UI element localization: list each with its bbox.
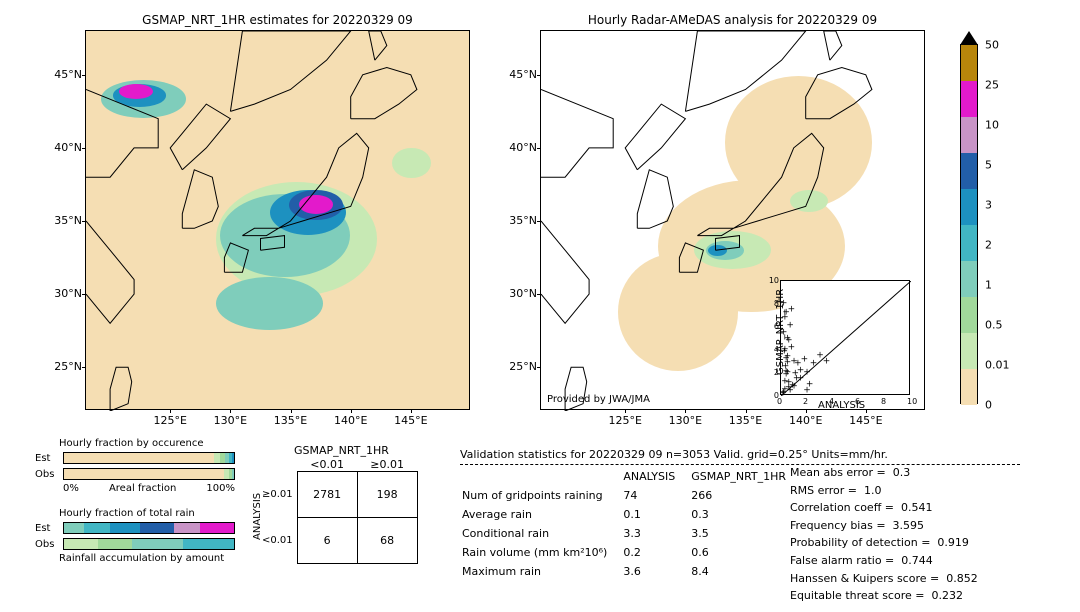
scatter-point: +	[806, 380, 814, 389]
val-stat-row: Correlation coeff = 0.541	[790, 499, 978, 517]
xtick: 140°E	[789, 414, 822, 427]
val-row-label: Conditional rain	[462, 525, 621, 542]
est-label: Est	[35, 453, 63, 464]
precipitation-colorbar: 00.010.51235102550	[960, 44, 978, 404]
contingency-col-header: GSMAP_NRT_1HR	[294, 444, 389, 457]
scatter-point: +	[801, 356, 809, 365]
scatter-ytick: 0	[767, 391, 779, 400]
scatter-point: +	[803, 369, 811, 378]
ytick: 45°N	[507, 68, 537, 81]
occ-axis-left: 0%	[63, 483, 79, 494]
colorbar-tick: 25	[985, 79, 999, 92]
colorbar-tick: 0	[985, 399, 992, 412]
val-row-label: Average rain	[462, 506, 621, 523]
xtick: 125°E	[153, 414, 186, 427]
val-row-label: Rain volume (mm km²10⁶)	[462, 544, 621, 561]
val-stat-row: Probability of detection = 0.919	[790, 534, 978, 552]
xtick: 140°E	[334, 414, 367, 427]
xtick: 145°E	[849, 414, 882, 427]
val-stat-row: Frequency bias = 3.595	[790, 517, 978, 535]
colorbar-tick: 1	[985, 279, 992, 292]
gsmap-map-panel: GSMAP_NRT_1HR estimates for 20220329 09 …	[85, 30, 470, 410]
obs-label-2: Obs	[35, 539, 63, 550]
occurrence-title: Hourly fraction by occurence	[59, 438, 259, 449]
colorbar-tick: 2	[985, 239, 992, 252]
scatter-point: +	[788, 343, 796, 352]
obs-label: Obs	[35, 469, 63, 480]
colorbar-tick: 0.01	[985, 359, 1010, 372]
validation-stats-list: Mean abs error = 0.3RMS error = 1.0Corre…	[790, 464, 978, 605]
xtick: 145°E	[394, 414, 427, 427]
scatter-xlabel: ANALYSIS	[818, 400, 865, 411]
ytick: 25°N	[52, 360, 82, 373]
scatter-ytick: 10	[767, 276, 779, 285]
ytick: 25°N	[507, 360, 537, 373]
fraction-occurrence-block: Hourly fraction by occurence Est Obs 0%A…	[35, 440, 235, 494]
scatter-point: +	[823, 357, 831, 366]
val-stat-row: Equitable threat score = 0.232	[790, 587, 978, 605]
scatter-xtick: 10	[907, 397, 917, 406]
colorbar-tick: 5	[985, 159, 992, 172]
ytick: 30°N	[507, 287, 537, 300]
val-stat-row: Mean abs error = 0.3	[790, 464, 978, 482]
scatter-point: +	[786, 321, 794, 330]
ytick: 40°N	[507, 141, 537, 154]
colorbar-over-arrow-icon	[960, 31, 978, 45]
val-stat-row: Hanssen & Kuipers score = 0.852	[790, 570, 978, 588]
ytick: 45°N	[52, 68, 82, 81]
xtick: 135°E	[729, 414, 762, 427]
colorbar-tick: 3	[985, 199, 992, 212]
xtick: 125°E	[608, 414, 641, 427]
ytick: 30°N	[52, 287, 82, 300]
provided-by-label: Provided by JWA/JMA	[547, 394, 650, 405]
gsmap-map-title: GSMAP_NRT_1HR estimates for 20220329 09	[86, 13, 469, 27]
xtick: 130°E	[669, 414, 702, 427]
est-label-2: Est	[35, 523, 63, 534]
validation-table: ANALYSISGSMAP_NRT_1HRNum of gridpoints r…	[460, 466, 802, 582]
xtick: 135°E	[274, 414, 307, 427]
ytick: 35°N	[507, 214, 537, 227]
ytick: 35°N	[52, 214, 82, 227]
colorbar-tick: 0.5	[985, 319, 1003, 332]
accum-title: Rainfall accumulation by amount	[59, 553, 259, 564]
validation-title: Validation statistics for 20220329 09 n=…	[460, 448, 888, 461]
total-title: Hourly fraction of total rain	[59, 508, 259, 519]
scatter-xtick: 8	[881, 397, 886, 406]
scatter-inset-panel: ++++++++++++++++++++++++++++++++++++++++…	[780, 280, 910, 395]
val-row-label: Num of gridpoints raining	[462, 487, 621, 504]
total-obs-bar	[63, 538, 235, 550]
fraction-total-block: Hourly fraction of total rain Est Obs Ra…	[35, 510, 235, 564]
contingency-table: <0.01≥0.01≥0.012781198<0.01668	[262, 458, 418, 564]
scatter-point: +	[790, 357, 798, 366]
radar-map-title: Hourly Radar-AMeDAS analysis for 2022032…	[541, 13, 924, 27]
occurrence-obs-bar	[63, 468, 235, 480]
scatter-point: +	[785, 383, 793, 392]
occ-axis-label: Areal fraction	[79, 483, 207, 494]
val-stat-row: False alarm ratio = 0.744	[790, 552, 978, 570]
scatter-ylabel: GSMAP_NRT_1HR	[775, 289, 786, 375]
val-stat-row: RMS error = 1.0	[790, 482, 978, 500]
scatter-point: +	[810, 359, 818, 368]
val-row-label: Maximum rain	[462, 563, 621, 580]
occ-axis-right: 100%	[206, 483, 235, 494]
ytick: 40°N	[52, 141, 82, 154]
occurrence-est-bar	[63, 452, 235, 464]
colorbar-tick: 50	[985, 39, 999, 52]
xtick: 130°E	[214, 414, 247, 427]
total-est-bar	[63, 522, 235, 534]
colorbar-tick: 10	[985, 119, 999, 132]
scatter-xtick: 2	[803, 397, 808, 406]
